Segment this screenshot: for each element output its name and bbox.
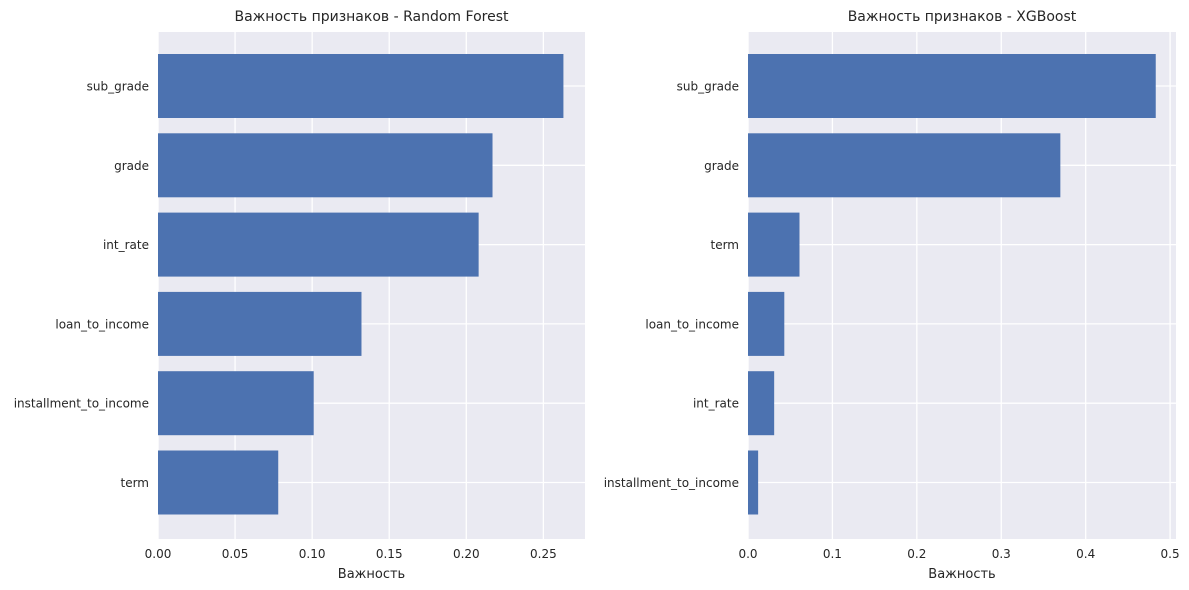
bar-sub-grade	[158, 54, 564, 118]
bar-installment-to-income	[748, 450, 759, 515]
bars	[158, 54, 564, 515]
y-tick-label: sub_grade	[677, 80, 739, 94]
x-tick-label: 0.1	[823, 547, 842, 561]
y-tick-label: installment_to_income	[14, 397, 149, 411]
bar-grade	[158, 133, 493, 198]
gridlines	[747, 32, 1176, 539]
x-tick-label: 0.0	[738, 547, 757, 561]
x-tick-label: 0.2	[907, 547, 926, 561]
y-tick-label: term	[711, 238, 740, 252]
x-tick-label: 0.4	[1076, 547, 1095, 561]
bar-sub-grade	[748, 54, 1156, 118]
y-tick-label: int_rate	[693, 397, 739, 411]
y-tick-label: int_rate	[103, 238, 149, 252]
y-tick-label: grade	[704, 159, 739, 173]
y-tick-label: installment_to_income	[604, 476, 739, 490]
bar-loan-to-income	[158, 291, 362, 356]
bar-installment-to-income	[158, 371, 314, 436]
bar-int-rate	[748, 371, 775, 436]
x-tick-label: 0.05	[222, 547, 249, 561]
bars	[748, 54, 1156, 515]
x-tick-label: 0.10	[299, 547, 326, 561]
x-tick-label: 0.15	[376, 547, 403, 561]
y-tick-label: loan_to_income	[55, 317, 149, 331]
bar-term	[748, 212, 800, 277]
x-axis-label: Важность	[928, 567, 995, 582]
x-tick-labels: 0.0 0.1 0.2 0.3 0.4 0.5	[738, 547, 1179, 561]
y-tick-label: grade	[114, 159, 149, 173]
x-tick-label: 0.00	[145, 547, 172, 561]
bar-int-rate	[158, 212, 479, 277]
x-tick-label: 0.20	[453, 547, 480, 561]
chart-title: Важность признаков - XGBoost	[848, 9, 1077, 25]
y-tick-label: term	[121, 476, 150, 490]
x-tick-labels: 0.00 0.05 0.10 0.15 0.20 0.25	[145, 547, 557, 561]
x-tick-label: 0.25	[530, 547, 557, 561]
y-tick-label: loan_to_income	[645, 317, 739, 331]
bar-term	[158, 450, 279, 515]
bar-loan-to-income	[748, 291, 785, 356]
x-tick-label: 0.5	[1161, 547, 1180, 561]
chart-title: Важность признаков - Random Forest	[235, 9, 509, 25]
bar-grade	[748, 133, 1061, 198]
y-tick-label: sub_grade	[87, 80, 149, 94]
x-tick-label: 0.3	[992, 547, 1011, 561]
x-axis-label: Важность	[338, 567, 405, 582]
